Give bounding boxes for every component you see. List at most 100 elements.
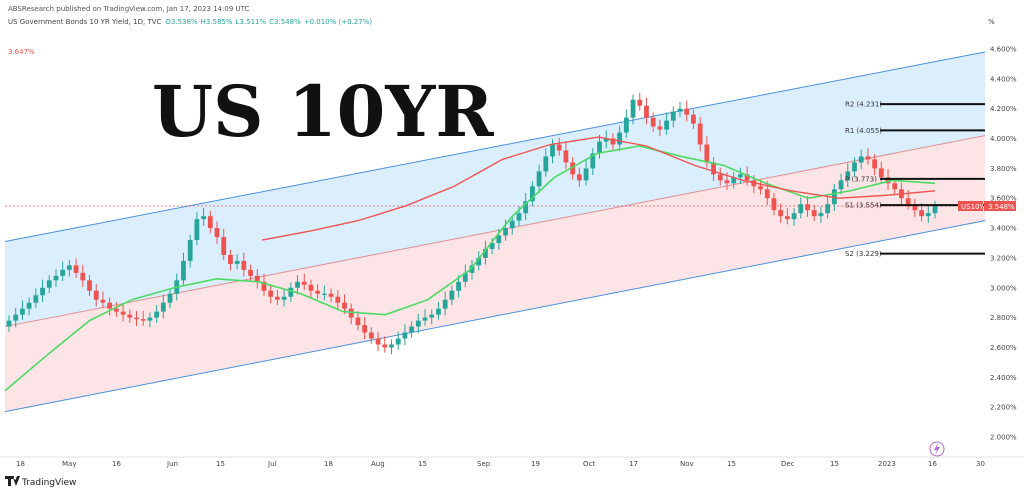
candle-body[interactable] (811, 210, 817, 217)
candle-body[interactable] (818, 213, 824, 217)
candle-body[interactable] (717, 174, 723, 181)
candle-body[interactable] (429, 314, 435, 318)
candle-body[interactable] (865, 156, 871, 160)
candle-body[interactable] (885, 177, 891, 184)
candle-body[interactable] (697, 123, 703, 145)
candle-body[interactable] (13, 314, 19, 321)
candle-body[interactable] (207, 216, 213, 229)
candle-body[interactable] (113, 308, 119, 312)
candle-body[interactable] (295, 281, 300, 288)
candle-body[interactable] (892, 183, 898, 190)
candle-body[interactable] (684, 108, 690, 115)
candle-body[interactable] (784, 216, 790, 220)
candle-body[interactable] (301, 281, 307, 285)
candle-body[interactable] (53, 275, 59, 281)
candle-body[interactable] (637, 99, 643, 106)
candle-body[interactable] (838, 180, 844, 190)
candle-body[interactable] (650, 117, 656, 127)
candle-body[interactable] (878, 168, 884, 178)
candle-body[interactable] (254, 275, 260, 282)
candle-body[interactable] (489, 243, 495, 249)
candle-body[interactable] (691, 114, 696, 124)
candle-body[interactable] (543, 156, 549, 172)
candle-body[interactable] (335, 296, 341, 303)
candle-body[interactable] (288, 287, 294, 297)
candle-body[interactable] (275, 296, 280, 300)
candle-body[interactable] (529, 186, 535, 202)
candle-body[interactable] (858, 156, 864, 163)
candle-body[interactable] (583, 168, 589, 181)
candle-body[interactable] (831, 189, 837, 205)
candle-body[interactable] (134, 317, 139, 320)
candle-body[interactable] (905, 198, 911, 205)
candle-body[interactable] (26, 302, 32, 309)
candle-body[interactable] (570, 162, 576, 175)
candle-body[interactable] (597, 141, 602, 154)
candle-body[interactable] (355, 317, 361, 326)
candle-body[interactable] (738, 174, 743, 178)
candle-body[interactable] (845, 171, 851, 181)
candle-body[interactable] (644, 105, 649, 118)
candle-body[interactable] (46, 280, 52, 288)
candle-body[interactable] (362, 325, 368, 333)
candle-body[interactable] (677, 108, 683, 112)
candle-body[interactable] (415, 320, 421, 327)
y-axis[interactable]: 4.600% 4.400% 4.200% 4.000% 3.800% 3.600% 3.40… (990, 46, 1017, 442)
candle-body[interactable] (805, 204, 810, 211)
candle-body[interactable] (120, 311, 126, 315)
candle-body[interactable] (342, 302, 347, 309)
candle-body[interactable] (6, 320, 12, 327)
candle-body[interactable] (60, 269, 66, 276)
channel-upper-line[interactable] (4, 51, 986, 242)
candle-body[interactable] (160, 302, 166, 312)
candle-body[interactable] (791, 213, 797, 220)
candle-body[interactable] (872, 159, 878, 169)
candle-body[interactable] (610, 138, 616, 145)
candle-body[interactable] (228, 254, 233, 264)
candle-body[interactable] (469, 265, 475, 273)
candle-body[interactable] (664, 120, 669, 130)
x-axis[interactable]: 18 May 16 Jun 15 Jul 18 Aug 15 Sep 19 Oct 17 Nov 15 Dec… (0, 456, 1024, 468)
candle-body[interactable] (422, 317, 428, 321)
candle-body[interactable] (20, 308, 25, 315)
candle-body[interactable] (194, 219, 200, 241)
candle-body[interactable] (496, 235, 502, 243)
candle-body[interactable] (623, 117, 629, 133)
candle-body[interactable] (73, 265, 79, 273)
candle-body[interactable] (711, 162, 716, 175)
candle-body[interactable] (925, 213, 931, 217)
candle-body[interactable] (919, 210, 924, 217)
candle-body[interactable] (724, 180, 730, 184)
candle-body[interactable] (93, 290, 99, 300)
candle-body[interactable] (234, 260, 240, 264)
candle-body[interactable] (630, 99, 636, 118)
candle-body[interactable] (852, 162, 857, 172)
candle-body[interactable] (181, 260, 186, 281)
candle-body[interactable] (509, 220, 515, 229)
candle-body[interactable] (315, 290, 321, 294)
candle-body[interactable] (576, 174, 582, 181)
candle-body[interactable] (798, 204, 804, 214)
candle-body[interactable] (764, 189, 770, 199)
candle-body[interactable] (436, 308, 441, 315)
candle-body[interactable] (912, 204, 918, 211)
candle-body[interactable] (80, 272, 86, 281)
candle-body[interactable] (321, 293, 327, 295)
candle-body[interactable] (442, 299, 448, 309)
candle-body[interactable] (731, 177, 737, 184)
candle-body[interactable] (33, 295, 39, 303)
candle-body[interactable] (328, 293, 334, 297)
candle-body[interactable] (100, 299, 106, 303)
candle-body[interactable] (368, 332, 374, 339)
candle-body[interactable] (590, 153, 596, 169)
candle-body[interactable] (87, 280, 92, 291)
candle-body[interactable] (261, 281, 267, 291)
candle-body[interactable] (167, 293, 173, 303)
candle-body[interactable] (382, 344, 388, 348)
candle-body[interactable] (389, 344, 394, 348)
candle-body[interactable] (268, 290, 274, 297)
candle-body[interactable] (281, 296, 287, 300)
candle-body[interactable] (395, 338, 401, 345)
candle-body[interactable] (187, 240, 193, 261)
